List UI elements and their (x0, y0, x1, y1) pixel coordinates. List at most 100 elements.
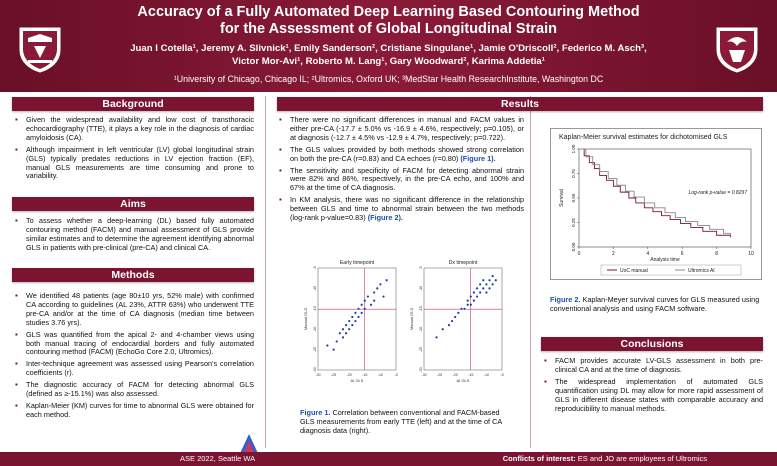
conflicts-label: Conflicts of interest: (502, 454, 576, 463)
data-point (332, 348, 335, 351)
x-tick-label: 2 (612, 251, 615, 257)
results-text: The GLS values provided by both methods … (290, 144, 524, 163)
x-tick-label: 6 (681, 251, 684, 257)
y-tick-label: 0.25 (571, 218, 576, 227)
chart-title: Kaplan-Meier survival estimates for dich… (559, 134, 728, 141)
x-axis-label: AI GLS (457, 378, 470, 383)
figure-1-reference: (Figure 1). (460, 153, 496, 163)
y-tick-label: 0.75 (571, 169, 576, 178)
results-item: The GLS values provided by both methods … (278, 144, 524, 164)
poster-footer: ASE 2022, Seattle WA Conflicts of intere… (0, 452, 777, 466)
poster-title: Accuracy of a Fully Automated Deep Learn… (80, 4, 697, 38)
scatter-title: Dx timepoint (449, 260, 478, 266)
data-point (447, 324, 451, 327)
plot-frame (317, 267, 397, 371)
conflicts-of-interest: Conflicts of interest: ES and JO are emp… (503, 452, 707, 466)
y-tick-label: 0.00 (571, 242, 576, 251)
results-section: There were no significant differences in… (278, 115, 524, 226)
x-tick-label: 4 (646, 251, 649, 257)
data-point (494, 279, 497, 282)
y-tick-label: -10 (313, 286, 317, 291)
x-axis-label: Analysis time (650, 257, 680, 263)
data-point (482, 287, 485, 290)
x-tick-label: 0 (578, 251, 581, 257)
data-point (357, 307, 360, 310)
conference-label: ASE 2022, Seattle WA (180, 454, 256, 463)
conclusions-section: FACM provides accurate LV-GLS assessment… (543, 356, 763, 416)
km-curve-manual (579, 148, 731, 238)
x-tick-label: -20 (347, 373, 352, 377)
university-crest-icon (19, 27, 61, 73)
university-crest-icon (716, 27, 758, 73)
data-point (457, 311, 460, 314)
data-point (348, 319, 351, 323)
figure-2-label: Figure 2. (550, 295, 581, 304)
results-text: There were no significant differences in… (290, 115, 524, 142)
methods-item: Kaplan-Meier (KM) curves for time to abn… (14, 401, 254, 420)
y-tick-label: -10 (419, 286, 423, 291)
affiliations: ¹University of Chicago, Chicago IL; ²Ult… (173, 74, 604, 84)
y-tick-label: -15 (313, 306, 317, 311)
methods-section: We identified 48 patients (age 80±10 yrs… (14, 291, 254, 423)
results-text: The sensitivity and specificity of FACM … (290, 165, 524, 193)
legend-label: UoC manual (620, 268, 648, 274)
y-tick-label: -25 (313, 347, 317, 352)
data-point (379, 283, 382, 286)
x-tick-label: -30 (315, 373, 320, 377)
x-tick-label: 10 (748, 251, 754, 257)
data-point (354, 319, 357, 323)
y-tick-label: -20 (419, 327, 423, 332)
data-point (469, 295, 472, 298)
data-point (435, 336, 438, 339)
data-point (338, 332, 341, 335)
conclusions-heading: Conclusions (541, 337, 763, 351)
data-point (373, 299, 376, 302)
y-tick-label: 1.00 (571, 144, 576, 153)
y-tick-label: -30 (313, 367, 317, 372)
data-point (441, 328, 444, 331)
x-tick-label: -15 (362, 373, 367, 377)
background-item: Given the widespread availability and lo… (14, 115, 254, 143)
data-point (479, 291, 482, 294)
y-tick-label: -5 (313, 266, 317, 269)
data-point (491, 283, 494, 286)
data-point (491, 275, 494, 278)
y-axis-label: Manual GLS (409, 308, 414, 331)
figure-1-text: Correlation between conventional and FAC… (300, 408, 502, 435)
data-point (363, 307, 366, 310)
methods-heading: Methods (12, 268, 254, 282)
data-point (335, 340, 338, 343)
methods-item: GLS was quantified from the apical 2- an… (14, 330, 254, 358)
kaplan-meier-chart: Kaplan-Meier survival estimates for dich… (550, 128, 762, 280)
data-point (472, 299, 476, 302)
data-point (385, 279, 388, 282)
x-tick-label: -5 (500, 373, 503, 377)
y-tick-label: -20 (313, 327, 317, 332)
legend-box (600, 264, 742, 276)
aims-item: To assess whether a deep-learning (DL) b… (14, 216, 254, 253)
conclusions-item: The widespread implementation of automat… (543, 377, 763, 414)
results-text: In KM analysis, there was no significant… (290, 195, 524, 223)
background-heading: Background (12, 97, 254, 111)
data-point (488, 287, 491, 290)
data-point (357, 315, 360, 319)
data-point (369, 303, 373, 306)
y-tick-label: -5 (419, 266, 423, 269)
figure-2-reference: (Figure 2). (367, 213, 403, 223)
legend-label: Ultromics AI (688, 268, 715, 274)
scatter-plot-early: Early timepoint -30 -25 -20 -15 -10 -5 -30 -25 -2… (303, 260, 398, 383)
column-divider (530, 96, 531, 448)
results-item: There were no significant differences in… (278, 115, 524, 143)
data-point (354, 311, 357, 314)
data-point (485, 283, 488, 286)
data-point (463, 307, 466, 310)
data-point (326, 344, 329, 347)
figure-1-label: Figure 1. (300, 408, 331, 417)
data-point (360, 303, 363, 306)
conflicts-text: ES and JO are employees of Ultromics (575, 454, 707, 463)
x-tick-label: -10 (378, 373, 383, 377)
x-tick-label: -20 (453, 373, 458, 377)
title-line-1: Accuracy of a Fully Automated Deep Learn… (137, 4, 640, 20)
title-line-2: for the Assessment of Global Longitudina… (219, 21, 558, 37)
y-tick-label: -15 (419, 306, 423, 311)
